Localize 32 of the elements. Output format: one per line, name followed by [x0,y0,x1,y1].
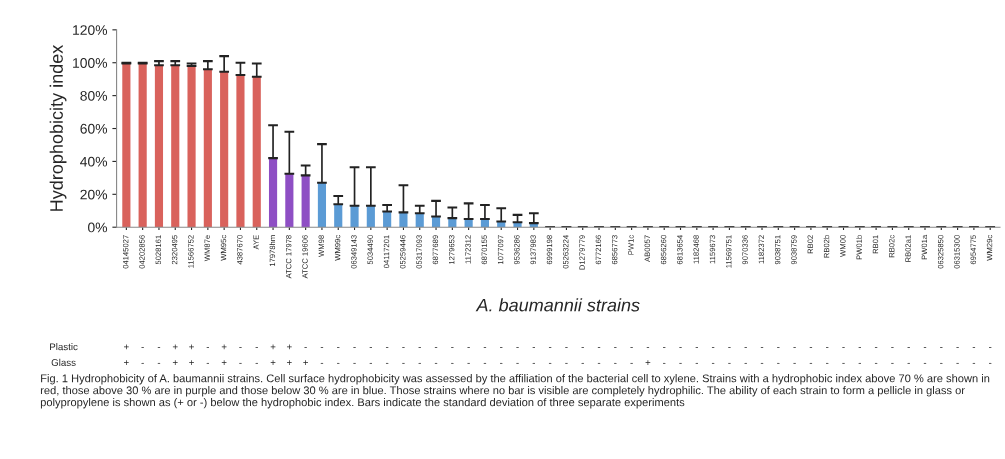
bar [154,65,164,228]
bar [171,65,180,228]
bar [252,76,261,228]
y-tick-label: 80% [80,90,108,101]
bar [187,66,196,228]
bar [317,182,327,228]
y-tick-label: 60% [80,123,108,134]
bar [203,69,212,228]
bar [350,205,359,228]
bar [138,63,147,228]
bar [236,75,245,228]
bar [301,175,310,228]
bar [399,212,408,228]
bar [415,213,424,228]
bar [366,205,375,228]
text: + - - + + - + - - + + + - - - - - - - - - - - - - - - - - - - - + - - - - - - - - - - - - - - - - - - - - - [124,360,992,366]
bar [122,63,131,228]
y-tick-label: 20% [80,189,108,200]
caption: Fig. 1 Hydrophobicity of A. baumannii strains. Cell surface hydrophobicity was assessed by the affiliation of the bacterial cell to xylene. Strains with a hydrophobic index above 70 % are shown in red, those above 30 % are in purple and those below 30 % are in blue. Those strains where no bar is visible are completely hydrophilic. The ability of each strain to form a pellicle in glass or polypropylene is shown as (+ or -) below the hydrophobic index. Bars indicate the standard deviation of three separate experiments [40,374,990,409]
y-tick-label: 0% [88,222,108,233]
y-axis-title: Hydrophobicity index [49,44,67,211]
y-tick-label: 100% [73,58,108,68]
x-axis-title: A. baumannii strains [475,298,640,312]
bar [285,173,294,228]
bar [334,204,343,228]
y-tick-label: 40% [80,156,108,167]
bar [268,158,278,228]
bar [220,71,229,228]
y-tick-label: 120% [73,25,108,35]
text: Plastic [50,343,78,351]
text: + - - + + - + - - + + - - - - - - - - - - - - - - - - - - - - - - - - - - - - - - - - - - - - - - - - - - - [124,344,992,350]
text: Glass [51,358,76,366]
